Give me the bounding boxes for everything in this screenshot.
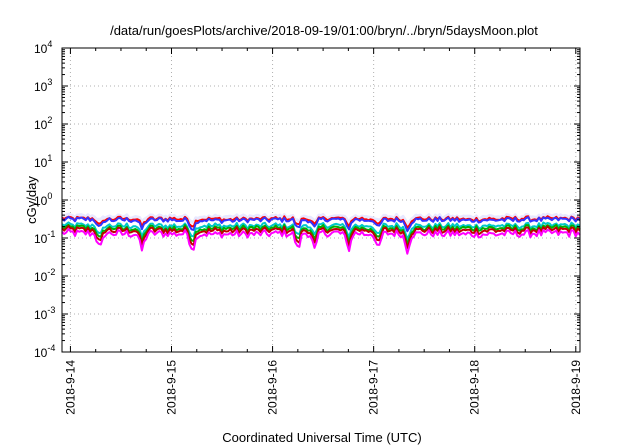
x-tick-label: 2018-9-16	[266, 360, 280, 415]
series-line-4	[61, 221, 581, 240]
y-tick-label: 10-4	[34, 343, 55, 360]
y-tick-label: 101	[34, 153, 52, 170]
y-tick-exponent: -4	[47, 343, 55, 353]
x-tick-label: 2018-9-19	[569, 360, 583, 415]
x-axis-title: Coordinated Universal Time (UTC)	[222, 430, 421, 445]
y-tick-exponent: -3	[47, 305, 55, 315]
x-tick-label: 2018-9-14	[63, 360, 77, 415]
y-tick-exponent: -1	[47, 229, 55, 239]
y-tick-label: 10-1	[34, 229, 55, 246]
y-axis-title: cGy/day	[24, 176, 39, 224]
y-tick-exponent: 4	[47, 39, 52, 49]
chart-title: /data/run/goesPlots/archive/2018-09-19/0…	[110, 23, 538, 38]
y-tick-exponent: -2	[47, 267, 55, 277]
series-line-6	[61, 225, 581, 249]
y-tick-exponent: 3	[47, 77, 52, 87]
series-line-5	[61, 223, 581, 245]
x-tick-label: 2018-9-15	[164, 360, 178, 415]
series-line-3	[61, 215, 581, 233]
y-tick-label: 10-2	[34, 267, 55, 284]
series-line-1	[61, 212, 581, 226]
y-tick-label: 103	[34, 77, 52, 94]
y-tick-exponent: 2	[47, 115, 52, 125]
y-tick-exponent: 0	[47, 191, 52, 201]
x-tick-label: 2018-9-18	[468, 360, 482, 415]
y-tick-label: 102	[34, 115, 52, 132]
x-tick-label: 2018-9-17	[367, 360, 381, 415]
y-tick-label: 10-3	[34, 305, 55, 322]
series-line-7	[61, 228, 581, 255]
x-axis: 2018-9-14 2018-9-15 2018-9-16 2018-9-17 2018…	[63, 48, 583, 415]
y-tick-label: 104	[34, 39, 52, 56]
y-tick-exponent: 1	[47, 153, 52, 163]
series-layer	[61, 212, 581, 255]
grid-lines	[62, 48, 580, 352]
